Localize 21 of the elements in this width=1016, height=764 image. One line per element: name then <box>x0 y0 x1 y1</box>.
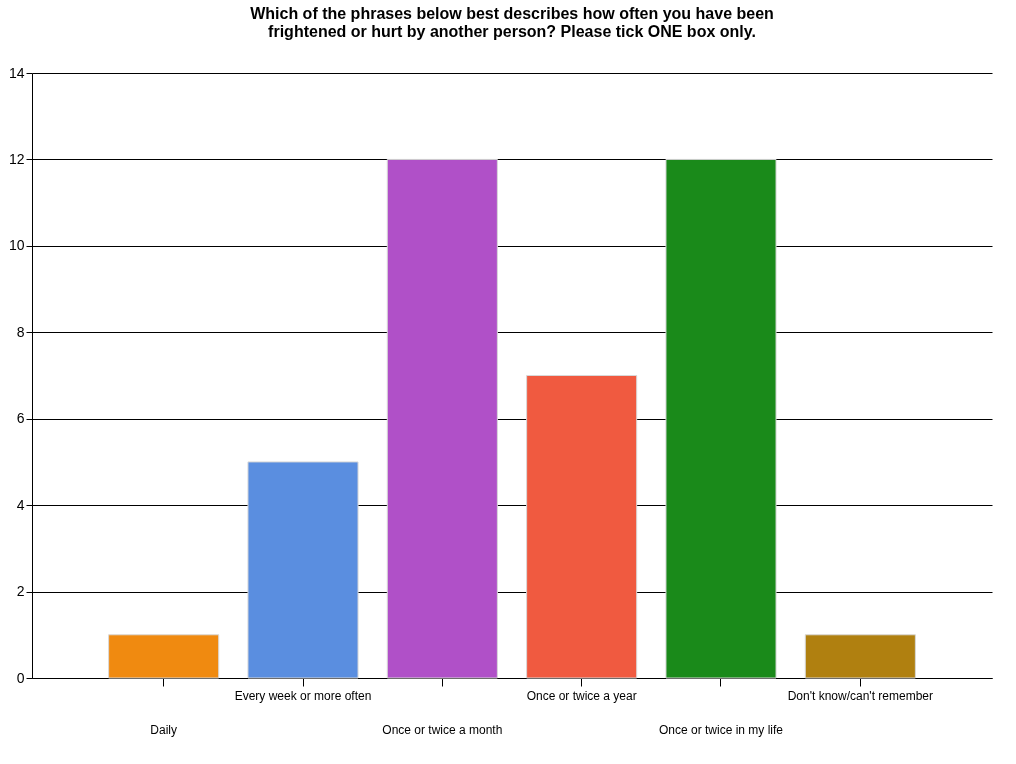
bar <box>665 158 777 679</box>
x-tick-label: Every week or more often <box>234 688 372 703</box>
bar <box>108 634 220 679</box>
y-tick-label: 10 <box>8 237 25 254</box>
bar <box>247 461 359 679</box>
bar <box>804 634 916 679</box>
y-tick-label: 12 <box>8 150 25 167</box>
x-tick-label: Once or twice a year <box>526 688 637 703</box>
x-tick-label: Once or twice a month <box>382 722 503 737</box>
bar <box>386 158 498 679</box>
x-tick-label: Daily <box>150 722 178 737</box>
y-tick-label: 4 <box>16 496 25 513</box>
bar <box>526 375 638 679</box>
y-tick-label: 8 <box>16 323 25 340</box>
y-tick-label: 0 <box>16 669 25 686</box>
y-tick-label: 6 <box>16 410 25 427</box>
x-tick-label: Once or twice in my life <box>658 722 784 737</box>
chart-title: Which of the phrases below best describes how often you have been frightened or hurt by another person? Please tick ONE box only. <box>250 5 774 40</box>
y-tick-label: 2 <box>16 583 25 600</box>
x-tick-label: Don't know/can't remember <box>787 688 933 703</box>
y-tick-label: 14 <box>8 64 25 81</box>
